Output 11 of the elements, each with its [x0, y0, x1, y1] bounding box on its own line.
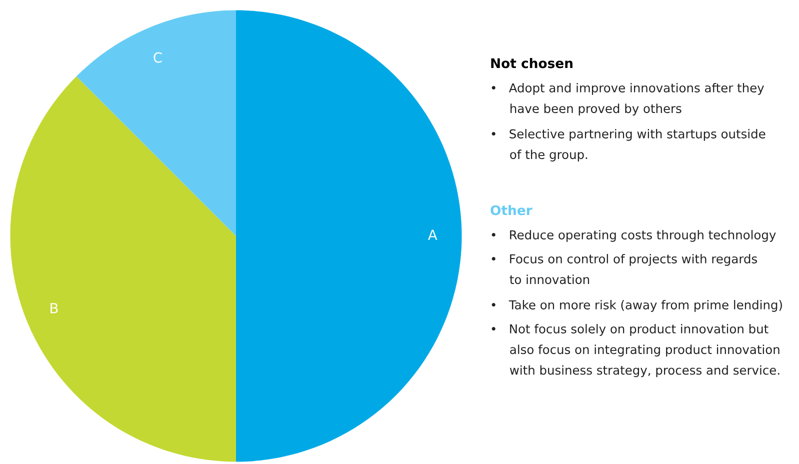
- text: • Focus on control of projects with regards to innovation: [492, 254, 758, 284]
- text: • Not focus solely on product innovation but also focus on integrating product innovation with business strategy, process and service.: [492, 324, 780, 378]
- text: • Adopt and improve innovations after they have been proved by others: [492, 83, 764, 116]
- text: Other: [490, 205, 532, 216]
- text: • Reduce operating costs through technology: [492, 230, 776, 242]
- text: • Take on more risk (away from prime lending): [492, 300, 782, 312]
- slice-label: C: [154, 52, 162, 63]
- slice-label: B: [50, 303, 58, 314]
- slice-label: A: [428, 230, 438, 240]
- text: Not chosen: [491, 58, 572, 68]
- text: • Selective partnering with startups outside of the group.: [492, 129, 766, 162]
